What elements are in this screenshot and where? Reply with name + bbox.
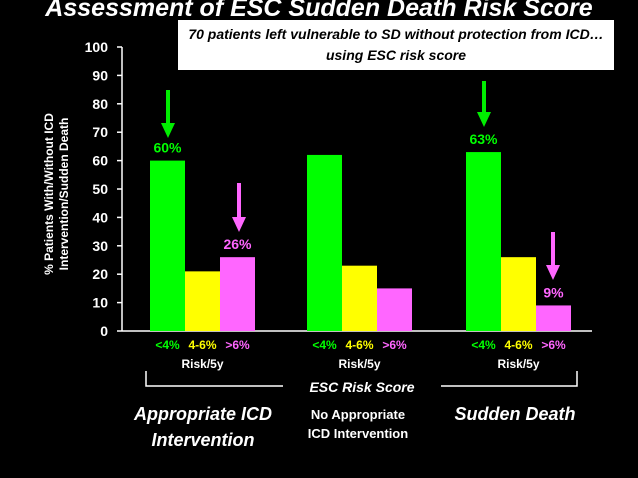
data-label: 63% — [469, 131, 498, 147]
risk-label: Risk/5y — [497, 357, 539, 371]
bar — [150, 160, 185, 331]
y-tick-label: 50 — [92, 181, 108, 197]
data-label: 26% — [223, 236, 252, 252]
y-tick-label: 90 — [92, 67, 108, 83]
x-tick-label: 4-6% — [504, 338, 532, 352]
group-label-appropriate-icd: Appropriate ICD Intervention — [133, 404, 272, 450]
y-tick-label: 100 — [85, 39, 109, 55]
x-tick-label: >6% — [382, 338, 407, 352]
y-tick-label: 80 — [92, 96, 108, 112]
group-label-no-appropriate-icd: No Appropriate ICD Intervention — [307, 407, 409, 441]
bar — [342, 265, 377, 331]
bar — [501, 257, 536, 331]
bracket-left — [145, 371, 283, 387]
data-label: 60% — [153, 140, 182, 156]
risk-label: Risk/5y — [338, 357, 380, 371]
x-tick-label: <4% — [471, 338, 496, 352]
x-tick-label: <4% — [312, 338, 337, 352]
bar — [307, 154, 342, 331]
y-tick-label: 40 — [92, 209, 108, 225]
bar — [466, 152, 501, 331]
y-tick-label: 0 — [100, 323, 108, 339]
x-tick-label: 4-6% — [188, 338, 216, 352]
arrow-icon — [477, 112, 491, 127]
chart-title: Assessment of ESC Sudden Death Risk Scor… — [45, 0, 593, 22]
x-tick-label: 4-6% — [345, 338, 373, 352]
bar — [185, 271, 220, 331]
data-label: 9% — [543, 284, 564, 300]
x-tick-label: <4% — [155, 338, 180, 352]
y-tick-label: 30 — [92, 238, 108, 254]
x-tick-label: >6% — [541, 338, 566, 352]
y-tick-label: 10 — [92, 295, 108, 311]
arrow-icon — [546, 265, 560, 280]
group-label-sudden-death: Sudden Death — [454, 404, 576, 424]
x-tick-label: >6% — [225, 338, 250, 352]
bar — [377, 288, 412, 331]
y-tick-label: 20 — [92, 266, 108, 282]
x-axis-label: ESC Risk Score — [309, 379, 414, 395]
bracket-right — [441, 371, 578, 387]
bar — [220, 257, 255, 331]
y-tick-label: 70 — [92, 124, 108, 140]
arrow-icon — [161, 123, 175, 138]
annotation-box: 70 patients left vulnerable to SD withou… — [178, 20, 614, 70]
bar — [536, 305, 571, 331]
risk-label: Risk/5y — [181, 357, 223, 371]
arrow-icon — [232, 217, 246, 232]
y-tick-label: 60 — [92, 153, 108, 169]
